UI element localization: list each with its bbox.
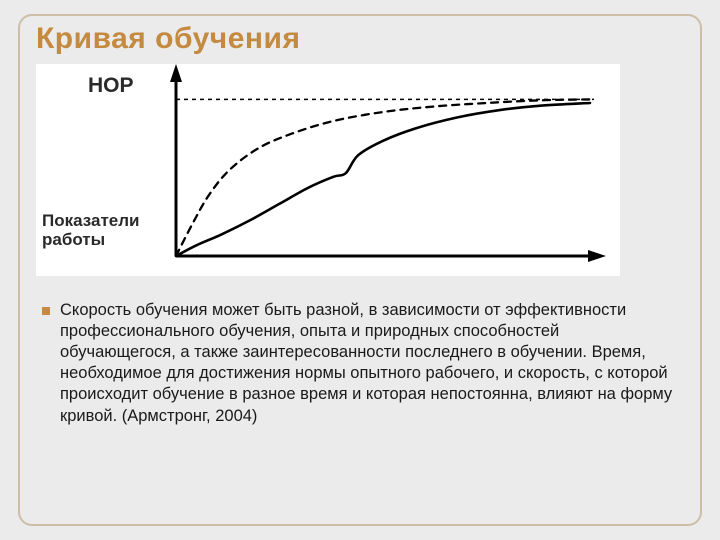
bullet-icon	[42, 307, 50, 315]
slide: Кривая обучения НОР Показатели работы Ск…	[0, 0, 720, 540]
learning-curve-chart: НОР Показатели работы	[36, 64, 620, 276]
y-axis-label-bottom: Показатели работы	[42, 212, 139, 249]
y-axis-label-line2: работы	[42, 230, 105, 249]
body-text: Скорость обучения может быть разной, в з…	[60, 300, 678, 427]
y-axis-label-line1: Показатели	[42, 211, 139, 230]
y-axis-label-top: НОР	[88, 74, 134, 98]
page-title: Кривая обучения	[36, 22, 300, 56]
body-paragraph: Скорость обучения может быть разной, в з…	[42, 300, 678, 427]
